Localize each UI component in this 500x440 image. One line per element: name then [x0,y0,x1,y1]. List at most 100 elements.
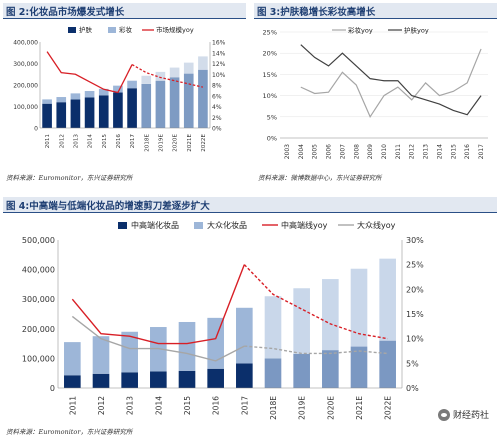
chart4-y2tick-label: 5% [406,359,419,368]
chart2-bar-makeup [56,97,67,103]
chart2-ytick-label: 300,000 [13,61,38,68]
chart4-bar-mass [264,296,282,359]
chart3-xtick-label: 2017 [478,144,485,159]
chart2-y2tick-label: 2% [212,115,222,122]
chart2-bar-makeup [141,75,152,84]
chart3-makeup-line [300,48,482,119]
chart4-bar-highend [64,375,81,388]
chart2-bar-skincare [198,69,208,128]
chart4-y2tick-label: 25% [406,261,424,270]
chart2-bar-skincare [183,73,194,128]
chart2-legend-label-yoy: 市场规模yoy [156,25,194,34]
chart4-y2tick-label: 0% [406,384,419,393]
chart4-bar-highend [150,371,167,388]
chart4-xtick-label: 2017 [240,396,249,415]
chart4-y2tick-label: 15% [406,310,424,319]
chart2-y2tick-label: 6% [212,93,222,100]
panel2-title-bar [3,3,246,19]
chart4-highend-yoy-line [71,264,245,345]
chart4-ytick-label: 0 [50,384,55,393]
chart4-bar-highend [379,340,396,388]
chart4-bar-mass [207,317,224,369]
chart3-xtick-label: 2012 [409,144,416,159]
chart2-yoy-line [46,51,133,94]
chart3-ytick-label: 25% [263,29,277,37]
panel4-title: 图 4:中高端与低端化妆品的增速剪刀差逐步扩大 [6,201,210,212]
chart3-ytick-label: 5% [267,113,277,121]
chart2-xtick-label: 2021E [187,134,193,152]
chart2-y2tick-label: 0% [212,126,222,133]
chart3-xtick-label: 2008 [353,144,360,159]
chart3-xtick-label: 2011 [395,144,402,159]
panel4-source: 资料来源：Euromonitor，东兴证券研究所 [6,428,133,436]
chart4-xtick-label: 2012 [97,396,106,415]
chart3: 0% 5% 10% 15% 20% 25% 2003 2004 2005 2006 2007 2008… [263,26,488,159]
chart2-bar-makeup [169,67,180,78]
chart2-bar-makeup [183,62,194,74]
chart2-bar-skincare [42,103,52,128]
chart4-bar-mass [322,279,339,351]
chart4-xtick-label: 2015 [183,396,192,415]
chart3-ytick-label: 10% [263,92,277,100]
chart2-bar-skincare [155,80,166,128]
chart4-bar-highend [178,370,196,388]
chart4-y2tick-label: 10% [406,335,424,344]
chart4-xtick-label: 2018E [269,396,278,420]
chart4-y2tick-label: 20% [406,285,424,294]
chart3-xtick-label: 2014 [436,144,443,159]
chart2-xtick-label: 2014 [88,134,94,149]
chart2-y2tick-label: 12% [212,61,226,68]
chart2-bar-skincare [141,83,152,128]
chart3-xtick-label: 2016 [464,144,471,159]
chart2-bar-makeup [98,88,109,96]
chart2-bar-skincare [169,77,180,128]
chart2-legend-label-skincare: 护肤 [79,25,93,34]
chart4-bar-mass [92,336,110,374]
chart4-xtick-label: 2020E [326,396,335,420]
chart2-xtick-label: 2018E [144,134,150,152]
chart4-bar-highend [350,346,368,388]
chart3-xtick-label: 2015 [450,144,457,159]
chart2-xtick-label: 2020E [173,134,179,152]
chart2-y2tick-label: 8% [212,83,222,90]
chart4-legend-label-highend: 中高端化妆品 [131,220,179,230]
chart4-ytick-label: 500,000 [22,236,55,245]
chart4-mass-yoy-line [71,315,245,362]
chart4-xtick-label: 2022E [384,396,393,420]
watermark-text: 财经药社 [452,411,489,421]
chart3-xtick-label: 2003 [284,144,291,159]
chart4-bar-highend [236,363,253,388]
chart4-xtick-label: 2016 [212,396,221,415]
chart2-xtick-label: 2015 [102,134,108,149]
chart4-ytick-label: 300,000 [22,295,55,304]
chart2-legend-label-makeup: 彩妆 [119,25,133,34]
chart2-bar-makeup [127,80,137,89]
chart3-skincare-line [300,44,482,116]
chart2-bar-skincare [70,99,81,128]
chart3-xtick-label: 2004 [298,144,305,159]
panel2-title: 图 2:化妆品市场爆发式增长 [6,7,125,18]
chart2-y2tick-label: 10% [212,72,226,79]
chart2-xtick-label: 2013 [73,134,79,149]
chart3-xtick-label: 2006 [326,144,333,159]
chart2-bar-makeup [113,85,123,93]
chart4-bar-mass [293,288,310,354]
chart4-xtick-label: 2019E [298,396,307,420]
chart2-y2tick-label: 14% [212,50,226,57]
chart3-xtick-label: 2013 [423,144,430,159]
chart3-xtick-label: 2010 [381,144,388,159]
chart2-xtick-label: 2017 [130,134,136,149]
chart2-bar-makeup [155,71,166,81]
chart4-legend-swatch-mass [194,222,203,229]
chart3-ytick-label: 20% [263,50,277,58]
chart3-xtick-label: 2009 [367,144,374,159]
chart2-ytick-label: 200,000 [13,83,38,90]
chart2-xtick-label: 2011 [45,134,51,149]
chart2-bar-skincare [56,102,67,128]
chart2-bar-makeup [198,56,208,70]
wechat-icon [437,408,450,421]
watermark: 财经药社 [434,407,492,422]
chart2-yoy-line-forecast [131,64,204,88]
chart2-ytick-label: 0 [34,126,38,133]
chart3-ytick-label: 0% [267,135,277,143]
